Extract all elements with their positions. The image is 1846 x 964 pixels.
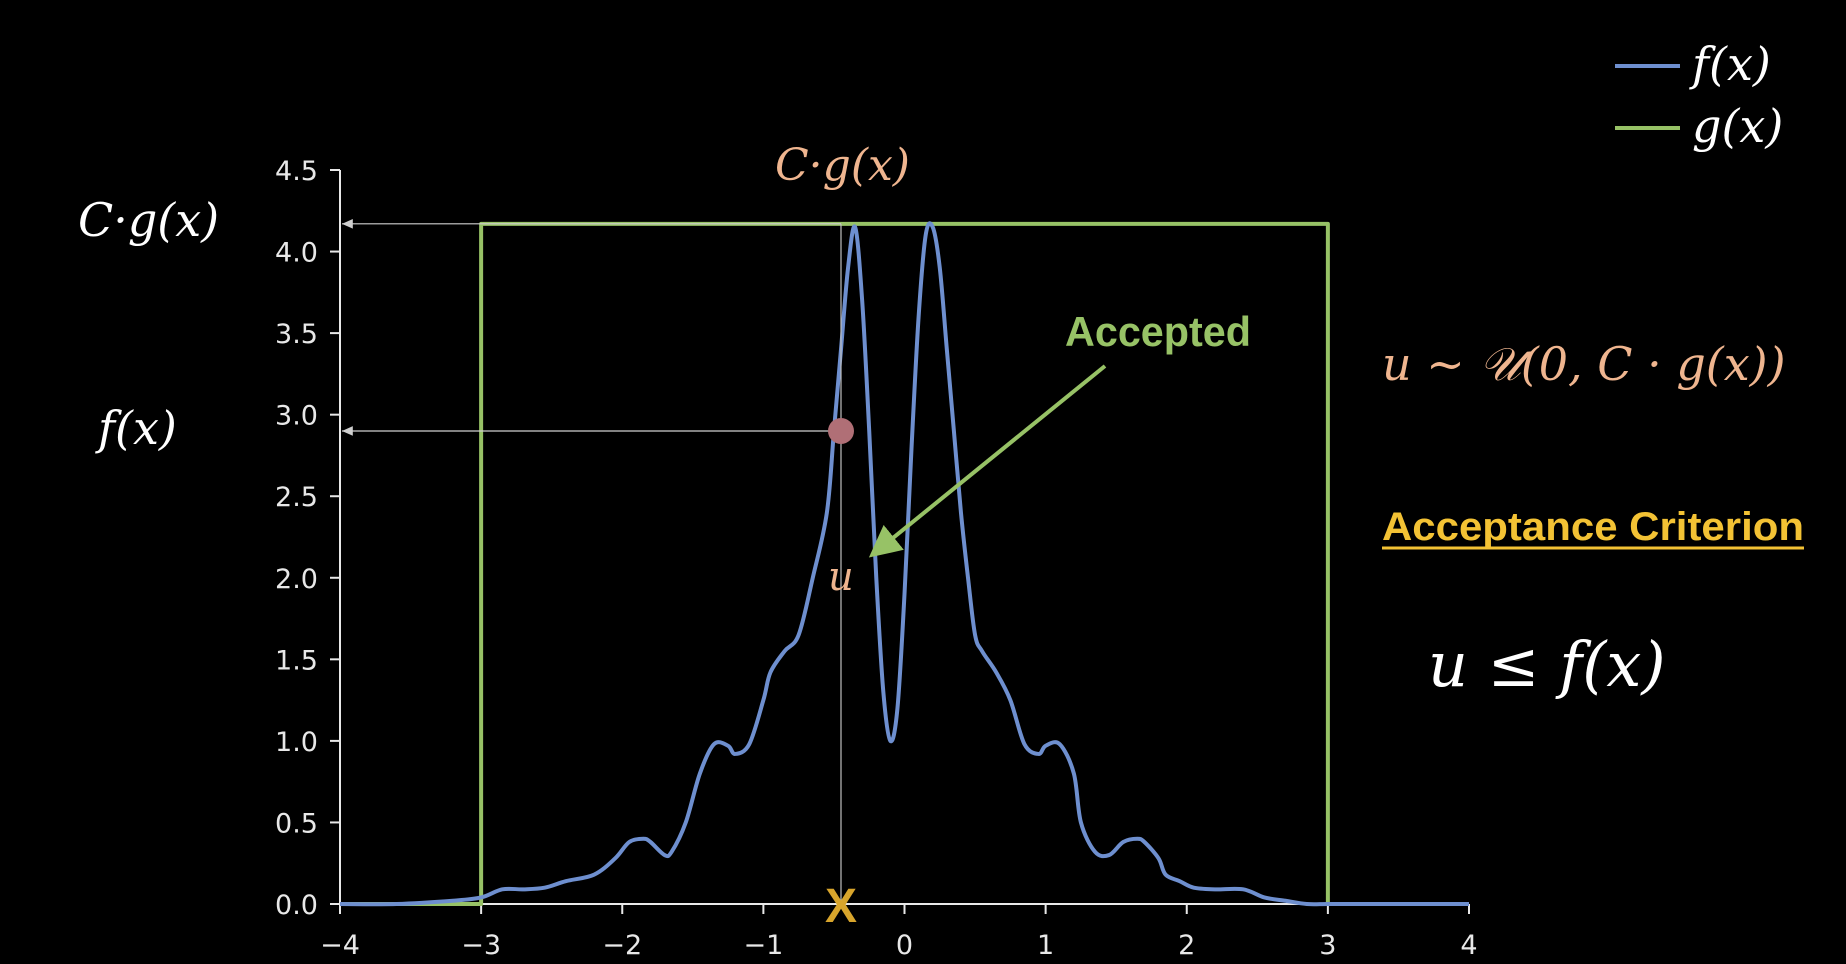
- axes: −4 −3 −2 −1 0 1 2 3 4 0.0 0.5 1.0 1.5 2.0 2.5 3.0 3.5 4.0…: [275, 156, 1478, 961]
- y-tick-label: 1.5: [275, 645, 318, 676]
- x-tick-label: −4: [320, 930, 360, 961]
- x-tick-label: 4: [1460, 930, 1477, 961]
- guide-lines: X: [342, 219, 857, 933]
- x-tick-label: −3: [461, 930, 501, 961]
- y-tick-label: 3.0: [275, 401, 318, 432]
- sample-point: [827, 417, 854, 444]
- x-tick-label: 3: [1319, 930, 1336, 961]
- x-tick-label: 2: [1178, 930, 1195, 961]
- y-tick-label: 2.5: [275, 482, 318, 513]
- y-tick-label: 0.0: [275, 890, 318, 921]
- y-tick-label: 1.0: [275, 727, 318, 758]
- accepted-arrow: [868, 364, 1107, 558]
- legend: f(x) g(x): [1615, 37, 1783, 153]
- x-tick-label: 1: [1037, 930, 1054, 961]
- legend-label-g: g(x): [1692, 99, 1783, 153]
- x-tick-label: −2: [602, 930, 642, 961]
- x-sample-marker: X: [825, 880, 857, 933]
- cg-axis-label: C·g(x): [78, 193, 219, 247]
- x-tick-label: −1: [743, 930, 783, 961]
- criterion-title: Acceptance Criterion: [1382, 505, 1804, 549]
- f-curve: [339, 221, 1469, 907]
- cg-top-label: C·g(x): [775, 140, 910, 191]
- series-layer: [339, 221, 1469, 907]
- distribution-formula: u ~ 𝒰(0, C · g(x)): [1382, 337, 1786, 391]
- y-tick-label: 2.0: [275, 564, 318, 595]
- y-tick-label: 3.5: [275, 319, 318, 350]
- fx-axis-label: f(x): [95, 401, 177, 455]
- x-tick-label: 0: [896, 930, 913, 961]
- accepted-label: Accepted: [1065, 308, 1251, 355]
- criterion-formula: u ≤ f(x): [1428, 628, 1666, 701]
- legend-label-f: f(x): [1689, 37, 1771, 91]
- y-tick-label: 4.0: [275, 238, 318, 269]
- y-tick-label: 4.5: [275, 156, 318, 187]
- u-label: u: [828, 554, 854, 600]
- y-tick-label: 0.5: [275, 808, 318, 839]
